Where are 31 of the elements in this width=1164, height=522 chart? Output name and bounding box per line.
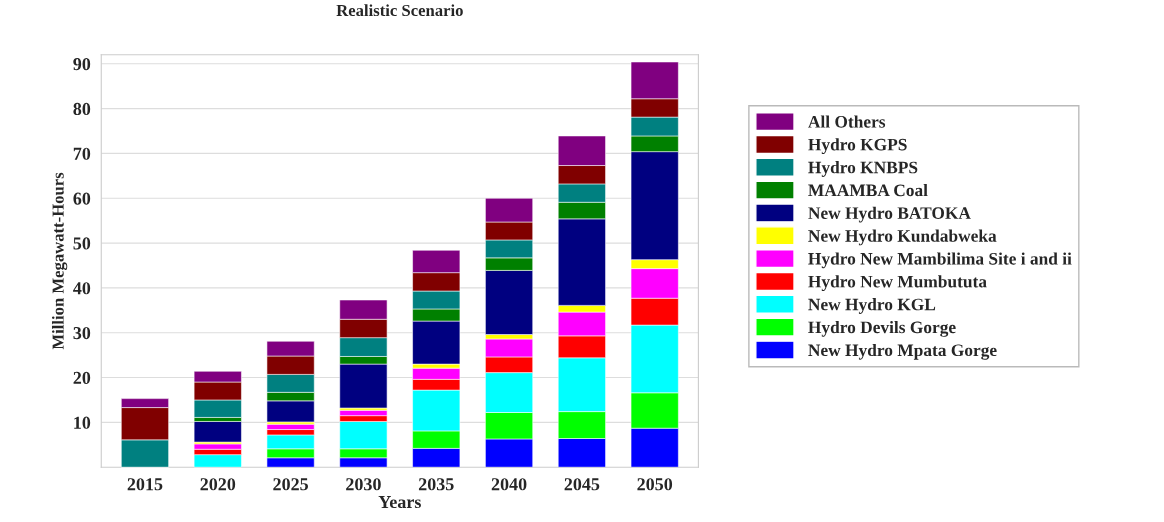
y-tick-label: 40 (73, 282, 91, 295)
y-tick-label: 50 (73, 237, 91, 250)
chart-title: Realistic Scenario (336, 4, 463, 17)
y-tick-label: 10 (74, 416, 91, 429)
legend-label: Hydro New Mambilima Site i and ii (808, 252, 1072, 269)
x-tick-label: 2025 (273, 478, 308, 491)
legend-label: Hydro New Mumbututa (808, 275, 987, 292)
y-tick-label: 70 (73, 147, 91, 160)
y-axis-title: Million Megawatt-Hours (52, 172, 68, 350)
legend-label: New Hydro BATOKA (808, 206, 971, 223)
x-tick-label: 2040 (491, 478, 527, 491)
y-tick-label: 80 (73, 102, 91, 116)
legend-label: New Hydro KGL (808, 298, 936, 314)
legend-label: New Hydro Kundabweka (808, 229, 997, 246)
legend-label: MAAMBA Coal (808, 183, 928, 197)
legend-label: Hydro KGPS (808, 138, 907, 155)
legend-label: All Others (808, 115, 886, 128)
legend-label: Hydro Devils Gorge (808, 320, 956, 337)
y-tick-label: 30 (73, 326, 91, 340)
x-axis-title: Years (378, 496, 421, 509)
legend-label: Hydro KNBPS (808, 161, 918, 177)
x-tick-label: 2015 (127, 478, 163, 491)
y-tick-label: 90 (73, 58, 91, 71)
x-tick-label: 2020 (200, 478, 236, 491)
y-tick-label: 60 (73, 192, 91, 205)
x-tick-label: 2035 (418, 478, 454, 491)
x-tick-label: 2050 (637, 478, 673, 491)
x-tick-label: 2030 (346, 478, 381, 491)
y-tick-label: 20 (73, 371, 91, 384)
legend-label: New Hydro Mpata Gorge (808, 343, 997, 360)
x-tick-label: 2045 (564, 478, 600, 491)
